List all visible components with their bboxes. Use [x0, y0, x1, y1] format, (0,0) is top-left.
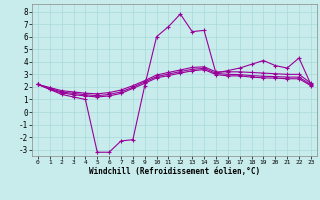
X-axis label: Windchill (Refroidissement éolien,°C): Windchill (Refroidissement éolien,°C): [89, 167, 260, 176]
